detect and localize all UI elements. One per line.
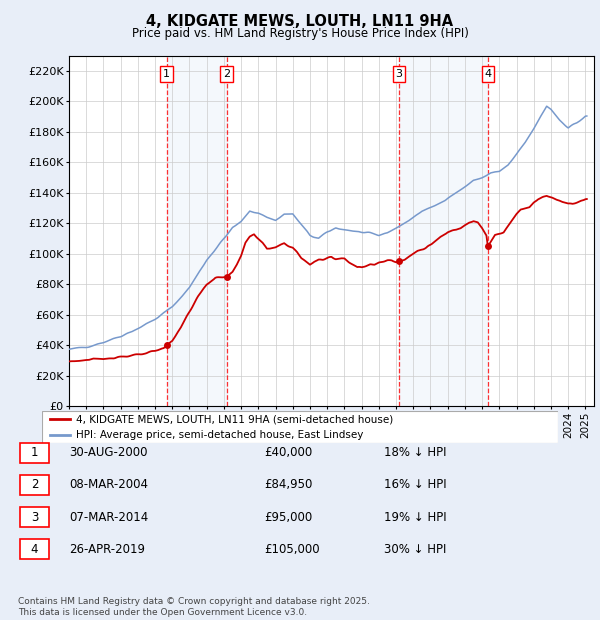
Text: Price paid vs. HM Land Registry's House Price Index (HPI): Price paid vs. HM Land Registry's House … (131, 27, 469, 40)
Text: 2: 2 (31, 479, 38, 491)
FancyBboxPatch shape (42, 411, 558, 443)
Text: 07-MAR-2014: 07-MAR-2014 (69, 511, 148, 523)
Text: 4: 4 (31, 543, 38, 556)
Text: 26-APR-2019: 26-APR-2019 (69, 543, 145, 556)
Text: 08-MAR-2004: 08-MAR-2004 (69, 479, 148, 491)
Bar (167, 56, 227, 406)
FancyBboxPatch shape (20, 507, 49, 527)
Text: 30-AUG-2000: 30-AUG-2000 (69, 446, 148, 459)
FancyBboxPatch shape (20, 443, 49, 463)
Text: £84,950: £84,950 (264, 479, 313, 491)
Text: HPI: Average price, semi-detached house, East Lindsey: HPI: Average price, semi-detached house,… (76, 430, 363, 440)
Text: 1: 1 (163, 69, 170, 79)
Text: £105,000: £105,000 (264, 543, 320, 556)
Text: Contains HM Land Registry data © Crown copyright and database right 2025.
This d: Contains HM Land Registry data © Crown c… (18, 598, 370, 617)
Text: £95,000: £95,000 (264, 511, 312, 523)
Text: 16% ↓ HPI: 16% ↓ HPI (384, 479, 446, 491)
Text: 3: 3 (31, 511, 38, 523)
Text: 18% ↓ HPI: 18% ↓ HPI (384, 446, 446, 459)
FancyBboxPatch shape (20, 539, 49, 559)
Text: 3: 3 (395, 69, 403, 79)
Text: 2: 2 (223, 69, 230, 79)
Text: 4, KIDGATE MEWS, LOUTH, LN11 9HA (semi-detached house): 4, KIDGATE MEWS, LOUTH, LN11 9HA (semi-d… (76, 414, 393, 424)
Text: £40,000: £40,000 (264, 446, 312, 459)
Text: 19% ↓ HPI: 19% ↓ HPI (384, 511, 446, 523)
Text: 4, KIDGATE MEWS, LOUTH, LN11 9HA: 4, KIDGATE MEWS, LOUTH, LN11 9HA (146, 14, 454, 29)
Text: 30% ↓ HPI: 30% ↓ HPI (384, 543, 446, 556)
Text: 4: 4 (484, 69, 491, 79)
Text: 1: 1 (31, 446, 38, 459)
Bar (399, 56, 488, 406)
FancyBboxPatch shape (20, 475, 49, 495)
